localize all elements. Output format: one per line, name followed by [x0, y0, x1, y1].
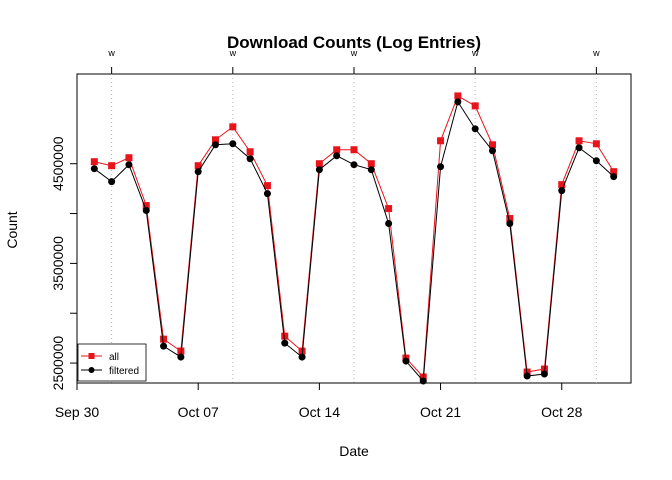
data-point-filtered: [575, 144, 583, 152]
data-point-all: [212, 136, 219, 144]
data-point-filtered: [592, 157, 600, 165]
data-point-all: [437, 137, 445, 145]
series-all: [90, 92, 618, 381]
data-point-filtered: [489, 147, 496, 155]
data-point-all: [246, 148, 254, 156]
data-point-all: [281, 332, 289, 340]
data-point-filtered: [246, 155, 254, 163]
x-axis-label: Date: [339, 443, 369, 459]
x-axis: Sep 30 Oct 07 Oct 14 Oct 21 Oct 28: [55, 382, 583, 420]
top-tick-label-2: w: [350, 48, 358, 58]
data-point-all: [315, 160, 323, 168]
x-tick-label: Sep 30: [55, 404, 100, 420]
legend-label-filtered: filtered: [109, 366, 139, 377]
data-point-all: [575, 137, 583, 145]
data-point-filtered: [385, 220, 393, 228]
data-point-all: [558, 181, 566, 189]
data-point-filtered: [315, 166, 323, 174]
x-tick-label: Oct 14: [299, 404, 340, 420]
legend-marker-filtered: [88, 367, 95, 373]
y-tick-label: 2500000: [50, 336, 66, 391]
legend: all filtered: [77, 343, 147, 382]
data-point-all: [194, 162, 202, 170]
data-point-all: [263, 182, 271, 190]
data-point-filtered: [540, 370, 548, 378]
data-point-filtered: [506, 220, 514, 228]
y-tick-label: 4500000: [50, 136, 66, 191]
data-point-filtered: [454, 98, 462, 106]
data-point-all: [177, 347, 185, 355]
data-point-filtered: [142, 207, 150, 215]
y-axis: 2500000 3500000 4500000: [50, 136, 78, 391]
data-point-all: [610, 168, 618, 176]
y-tick-label: 3500000: [50, 236, 66, 291]
y-axis-label: Count: [4, 211, 20, 248]
data-point-all: [125, 154, 133, 162]
data-point-filtered: [108, 178, 116, 186]
data-point-filtered: [229, 140, 237, 148]
legend-box: [77, 343, 147, 382]
x-tick-label: Oct 21: [420, 404, 461, 420]
data-point-all: [506, 215, 514, 223]
data-point-filtered: [194, 168, 202, 176]
data-point-filtered: [125, 161, 133, 169]
data-point-all: [108, 162, 116, 170]
data-point-filtered: [350, 161, 358, 169]
data-point-all: [160, 335, 168, 343]
data-point-all: [90, 158, 98, 166]
data-point-filtered: [558, 187, 566, 195]
data-point-filtered: [367, 166, 375, 174]
data-point-filtered: [90, 165, 98, 173]
data-point-filtered: [402, 357, 410, 365]
series-line-filtered: [94, 100, 615, 383]
data-point-filtered: [298, 353, 306, 361]
grid-lines: [111, 74, 597, 383]
data-point-all: [367, 160, 375, 168]
data-point-all: [333, 146, 341, 154]
data-point-filtered: [177, 353, 185, 361]
chart-title: Download Counts (Log Entries): [227, 33, 481, 52]
data-point-filtered: [419, 377, 427, 385]
data-point-filtered: [212, 141, 219, 149]
data-point-filtered: [263, 190, 271, 198]
data-point-all: [385, 205, 393, 213]
data-point-all: [142, 202, 150, 210]
data-point-filtered: [333, 152, 341, 160]
top-tick-label-0: w: [107, 48, 115, 58]
x-tick-label: Oct 28: [541, 404, 582, 420]
data-point-filtered: [523, 372, 531, 380]
top-tick-label-1: w: [229, 48, 237, 58]
series-filtered: [90, 98, 618, 385]
data-point-all: [592, 140, 600, 148]
data-point-all: [454, 92, 462, 100]
data-point-filtered: [281, 339, 289, 347]
top-tick-label-4: w: [592, 48, 600, 58]
legend-marker-all: [88, 353, 95, 359]
data-point-filtered: [610, 173, 618, 181]
legend-label-all: all: [109, 352, 119, 363]
data-point-filtered: [471, 125, 479, 133]
data-point-all: [229, 123, 237, 131]
data-point-all: [471, 102, 479, 110]
data-point-filtered: [160, 342, 168, 350]
series-layer: [90, 92, 618, 385]
x-tick-label: Oct 07: [178, 404, 219, 420]
data-point-filtered: [437, 163, 445, 171]
top-tick-label-3: w: [471, 48, 479, 58]
data-point-all: [350, 146, 358, 154]
data-point-all: [489, 141, 496, 149]
data-point-all: [298, 347, 306, 355]
